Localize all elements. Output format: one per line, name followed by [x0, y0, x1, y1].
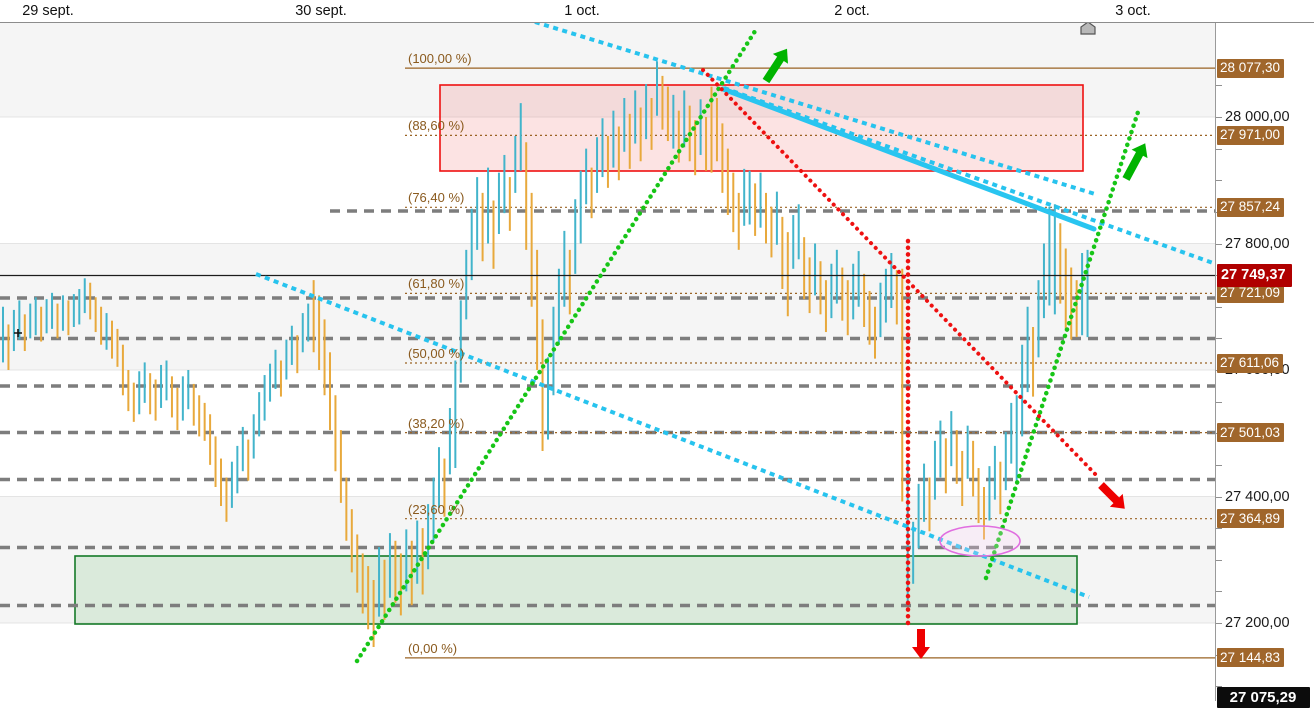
resistance-zone[interactable] [439, 84, 1084, 172]
date-label: 2 oct. [834, 3, 870, 19]
price-minor-tick [1216, 464, 1222, 466]
price-minor-tick [1216, 496, 1222, 498]
trend-line-red-dotted-diagonal[interactable] [701, 68, 1101, 480]
red-arrow-down-1-head[interactable] [912, 647, 930, 659]
price-minor-tick [1216, 148, 1222, 150]
price-minor-tick [1216, 117, 1222, 118]
date-label: 3 oct. [1115, 3, 1151, 19]
last-price-badge: 27 075,29 [1217, 687, 1310, 708]
price-minor-tick [1216, 591, 1222, 593]
price-axis-label: 27 200,00 [1225, 615, 1290, 631]
price-minor-tick [1216, 528, 1222, 530]
date-label: 30 sept. [295, 3, 347, 19]
date-label: 29 sept. [22, 3, 74, 19]
price-axis-label: 27 800,00 [1225, 235, 1290, 252]
price-minor-tick [1216, 306, 1222, 308]
price-minor-tick [1216, 559, 1222, 561]
green-arrow-up-1-shaft[interactable] [762, 55, 785, 84]
green-arrow-up-2-head[interactable] [1131, 143, 1148, 159]
price-minor-tick [1216, 85, 1222, 87]
fib-price-badge: 27 364,89 [1217, 509, 1285, 529]
crosshair-plus-marker [14, 329, 22, 337]
price-minor-tick [1216, 180, 1222, 182]
support-zone[interactable] [74, 555, 1078, 625]
fib-price-badge: 28 077,30 [1217, 58, 1285, 78]
fib-price-badge: 27 501,03 [1217, 423, 1285, 443]
green-arrow-up-2-shaft[interactable] [1122, 151, 1144, 181]
fib-price-badge: 27 971,00 [1217, 125, 1285, 145]
red-arrow-down-2-shaft[interactable] [1098, 482, 1120, 504]
red-arrow-down-2-head[interactable] [1109, 493, 1125, 509]
price-band [0, 496, 1215, 623]
price-band [0, 22, 1215, 117]
trend-line-cyan-dotted-fan[interactable] [723, 86, 1214, 265]
fib-price-badge: 27 721,09 [1217, 283, 1285, 303]
trend-line-green-dotted-right[interactable] [983, 109, 1141, 581]
price-minor-tick [1216, 243, 1222, 245]
trend-line-green-dotted-left[interactable] [354, 25, 760, 664]
green-arrow-up-1-head[interactable] [772, 48, 788, 64]
price-minor-tick [1216, 401, 1222, 403]
home-marker-icon[interactable] [1080, 21, 1096, 35]
trend-line-cyan-dotted-upper[interactable] [534, 20, 1096, 196]
price-axis-label: 28 000,00 [1225, 109, 1290, 125]
fib-price-badge: 27 857,24 [1217, 197, 1285, 217]
date-label: 1 oct. [564, 3, 600, 19]
price-minor-tick [1216, 686, 1222, 688]
ellipse-highlight[interactable] [939, 525, 1021, 557]
chart-canvas[interactable] [0, 0, 1215, 701]
fib-price-badge: 27 611,06 [1217, 353, 1284, 373]
price-minor-tick [1216, 338, 1222, 340]
price-axis-label: 27 400,00 [1225, 488, 1290, 505]
price-minor-tick [1216, 623, 1222, 624]
trend-line-cyan-solid-thick[interactable] [720, 86, 1097, 232]
current-price-badge: 27 749,37 [1217, 263, 1292, 287]
trend-line-cyan-dotted-long[interactable] [255, 272, 1090, 599]
date-axis[interactable]: 29 sept. 30 sept. 1 oct. 2 oct. 3 oct. [0, 0, 1314, 23]
fib-price-badge: 27 144,83 [1217, 648, 1285, 668]
